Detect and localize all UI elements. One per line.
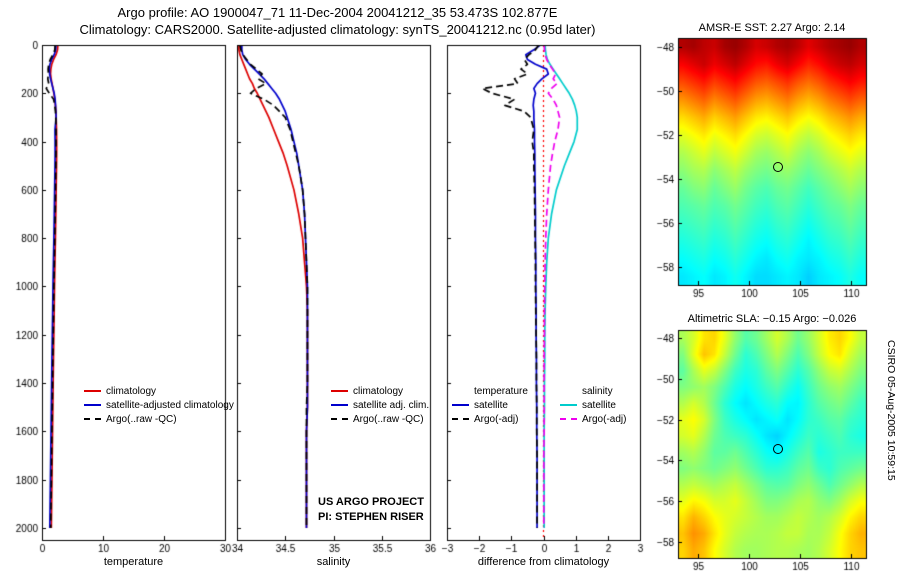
temperature-xlabel: temperature: [103, 556, 164, 568]
legend-row: Argo(..raw -QC): [331, 412, 429, 426]
legend-row: temperature: [452, 384, 528, 398]
sal-satellite-line-sample: [560, 404, 577, 406]
argo-line-sample: [84, 418, 101, 420]
satellite-adjusted-line-sample: [84, 404, 101, 406]
salinity-xlabel: salinity: [316, 556, 351, 568]
legend-label: satellite: [474, 399, 508, 411]
sla-map-title: Altimetric SLA: −0.15 Argo: −0.026: [687, 313, 857, 325]
legend-row: Argo(-adj): [560, 412, 626, 426]
climatology-line-sample: [331, 390, 348, 392]
project-note-line2: PI: STEPHEN RISER: [318, 511, 424, 523]
legend-label: Argo(..raw -QC): [106, 413, 177, 425]
legend-row: satellite-adjusted climatology: [84, 398, 234, 412]
legend-group-header: salinity: [582, 385, 613, 397]
difference-temperature-legend: temperature satellite Argo(-adj): [452, 384, 528, 426]
legend-group-header: temperature: [474, 385, 528, 397]
temperature-legend: climatology satellite-adjusted climatolo…: [84, 384, 234, 426]
temp-argo-line-sample: [452, 418, 469, 420]
legend-label: climatology: [106, 385, 157, 397]
legend-row: climatology: [331, 384, 429, 398]
argo-position-marker-sst: [773, 162, 784, 173]
temp-satellite-line-sample: [452, 404, 469, 406]
legend-label: satellite adj. clim.: [353, 399, 430, 411]
project-note: US ARGO PROJECT PI: STEPHEN RISER: [318, 495, 424, 525]
project-note-line1: US ARGO PROJECT: [318, 496, 424, 508]
legend-label: Argo(-adj): [474, 413, 519, 425]
legend-label: climatology: [353, 385, 404, 397]
sal-argo-line-sample: [560, 418, 577, 420]
legend-label: Argo(-adj): [582, 413, 627, 425]
difference-xlabel: difference from climatology: [477, 556, 610, 568]
legend-row: Argo(..raw -QC): [84, 412, 234, 426]
argo-position-marker-sla: [773, 444, 784, 455]
legend-row: satellite: [452, 398, 528, 412]
legend-label: Argo(..raw -QC): [353, 413, 424, 425]
figure-title-line1: Argo profile: AO 1900047_71 11-Dec-2004 …: [117, 5, 558, 20]
legend-row: Argo(-adj): [452, 412, 528, 426]
argo-line-sample: [331, 418, 348, 420]
figure-title-line2: Climatology: CARS2000. Satellite-adjuste…: [79, 22, 596, 37]
timestamp: CSIRO 05-Aug-2005 10:59:15: [885, 340, 897, 481]
legend-row: climatology: [84, 384, 234, 398]
legend-row: satellite adj. clim.: [331, 398, 429, 412]
difference-salinity-legend: salinity satellite Argo(-adj): [560, 384, 626, 426]
sst-map-title: AMSR-E SST: 2.27 Argo: 2.14: [698, 22, 846, 34]
legend-label: satellite: [582, 399, 616, 411]
satellite-adjusted-line-sample: [331, 404, 348, 406]
legend-label: satellite-adjusted climatology: [106, 399, 234, 411]
legend-row: satellite: [560, 398, 626, 412]
salinity-legend: climatology satellite adj. clim. Argo(..…: [331, 384, 429, 426]
climatology-line-sample: [84, 390, 101, 392]
legend-row: salinity: [560, 384, 626, 398]
